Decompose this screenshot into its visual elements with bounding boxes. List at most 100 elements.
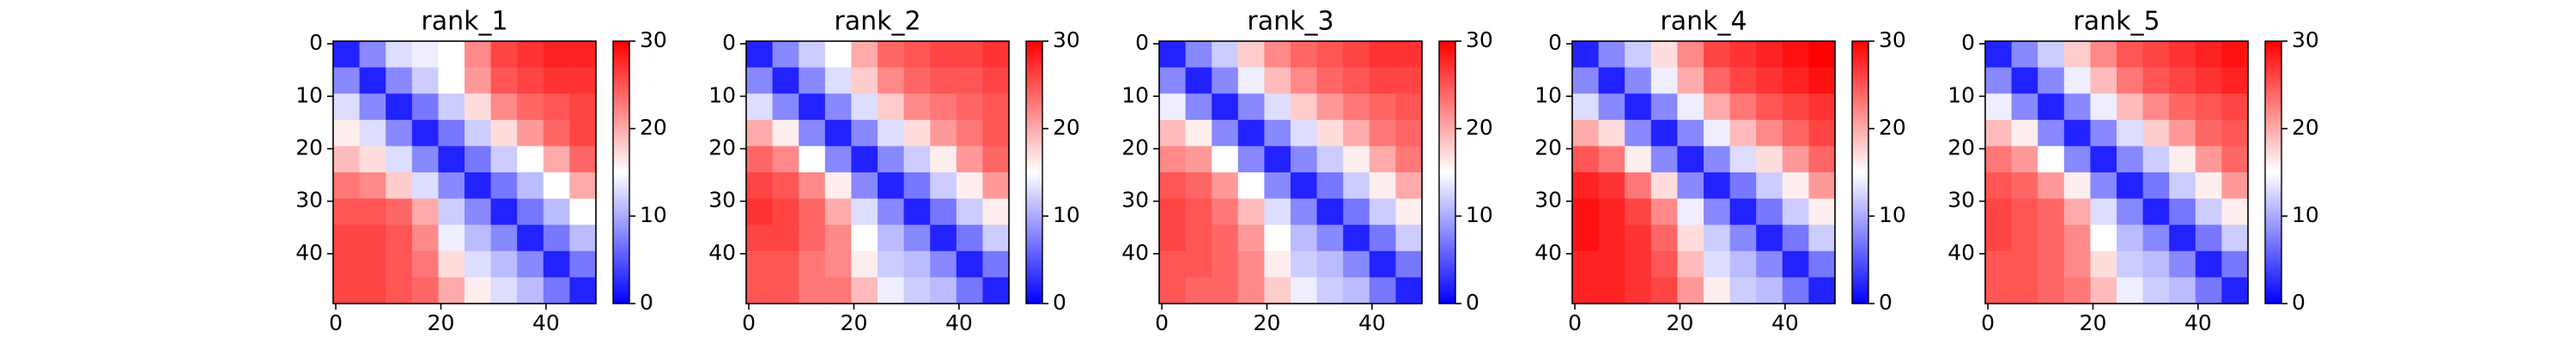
heatmap-cell <box>333 93 361 121</box>
heatmap-cell <box>1650 41 1678 69</box>
heatmap-cell <box>1650 198 1678 226</box>
heatmap-cell <box>1212 93 1239 121</box>
heatmap-cell <box>1782 41 1809 69</box>
heatmap-cell <box>517 146 544 173</box>
heatmap-cell <box>386 277 413 304</box>
heatmap-cell <box>1985 172 2013 200</box>
heatmap-cell <box>2195 172 2222 200</box>
y-tick-label: 10 <box>708 82 736 107</box>
heatmap-cell <box>1316 225 1344 252</box>
heatmap-cell <box>1369 250 1396 278</box>
y-tick-label: 40 <box>1121 240 1149 265</box>
heatmap-cell <box>438 250 465 278</box>
heatmap-cell <box>1756 93 1783 121</box>
heatmap-cell <box>333 119 361 147</box>
heatmap-cell <box>2038 119 2065 147</box>
heatmap-cell <box>490 146 518 173</box>
heatmap-cell <box>851 250 878 278</box>
heatmap-cell <box>2117 172 2144 200</box>
heatmap-cell <box>1782 250 1809 278</box>
heatmap-cell <box>878 225 905 252</box>
heatmap-cell <box>772 172 799 200</box>
heatmap-cell <box>851 225 878 252</box>
y-tick-label: 0 <box>309 30 323 55</box>
heatmap-cell <box>1316 93 1344 121</box>
heatmap-cell <box>465 172 492 200</box>
heatmap-cell <box>2221 250 2249 278</box>
colorbar-tick-label: 30 <box>1053 27 1080 52</box>
heatmap-cell <box>1704 67 1731 94</box>
heatmap-cell <box>982 146 1010 173</box>
heatmap-cell <box>1395 250 1423 278</box>
heatmap-cell <box>438 93 465 121</box>
heatmap-cell <box>490 93 518 121</box>
heatmap-cell <box>2011 93 2038 121</box>
y-tick-label: 20 <box>708 135 736 159</box>
heatmap-cell <box>2195 146 2222 173</box>
y-tick-label: 10 <box>1121 82 1149 107</box>
heatmap-cell <box>1264 172 1291 200</box>
heatmap-cell <box>746 41 774 69</box>
heatmap-cell <box>1704 119 1731 147</box>
heatmap-cell <box>2195 41 2222 69</box>
heatmap-cell <box>1729 41 1757 69</box>
heatmap-cell <box>411 172 439 200</box>
heatmap-cell <box>1212 198 1239 226</box>
y-tick-label: 20 <box>1121 135 1149 159</box>
y-tick-label: 0 <box>722 30 736 55</box>
axes-frame <box>745 40 1010 304</box>
heatmap-cell <box>543 93 570 121</box>
heatmap-cell <box>878 41 905 69</box>
chart-title: rank_1 <box>421 7 507 37</box>
heatmap-cell <box>359 172 386 200</box>
heatmap-cell <box>930 277 957 304</box>
heatmap-cell <box>746 225 774 252</box>
heatmap-cell <box>1395 67 1423 94</box>
heatmap-cell <box>851 93 878 121</box>
heatmap-cell <box>1808 41 1836 69</box>
heatmap-cell <box>1572 198 1600 226</box>
heatmap-cell <box>1650 250 1678 278</box>
heatmap-cell <box>1343 67 1370 94</box>
heatmap-cell <box>1343 172 1370 200</box>
heatmap-cell <box>1343 277 1370 304</box>
heatmap-cell <box>1343 250 1370 278</box>
heatmap-cell <box>2063 225 2091 252</box>
heatmap-cell <box>878 119 905 147</box>
heatmap-cell <box>2142 172 2170 200</box>
heatmap-cell <box>2038 41 2065 69</box>
heatmap-cell <box>465 250 492 278</box>
heatmap-cell <box>465 119 492 147</box>
heatmap-cell <box>2195 198 2222 226</box>
heatmap-cell <box>1212 225 1239 252</box>
heatmap-cell <box>333 225 361 252</box>
heatmap-cell <box>746 119 774 147</box>
heatmap-cell <box>1212 250 1239 278</box>
heatmap-cell <box>2063 172 2091 200</box>
heatmap-cell <box>2142 67 2170 94</box>
colorbar-tick-label: 10 <box>640 202 667 227</box>
heatmap-cell <box>1729 277 1757 304</box>
heatmap-cell <box>1756 225 1783 252</box>
heatmap-cell <box>1598 146 1625 173</box>
heatmap-cell <box>359 93 386 121</box>
heatmap-cell <box>411 277 439 304</box>
heatmap-cell <box>1237 172 1265 200</box>
heatmap-cell <box>569 67 597 94</box>
heatmap-cell <box>411 93 439 121</box>
heatmap-cell <box>1650 277 1678 304</box>
heatmap-cell <box>386 119 413 147</box>
heatmap-cell <box>956 225 983 252</box>
heatmap-cell <box>1677 198 1704 226</box>
heatmap-cell <box>1291 172 1318 200</box>
colorbar <box>1025 40 1043 304</box>
colorbar-tick-label: 20 <box>1879 115 1906 140</box>
heatmap-cell <box>543 41 570 69</box>
heatmap-cell <box>1185 67 1212 94</box>
heatmap-cell <box>930 225 957 252</box>
heatmap-cell <box>851 41 878 69</box>
heatmap-cell <box>1704 146 1731 173</box>
heatmap-cell <box>386 225 413 252</box>
y-tick-label: 40 <box>295 240 323 265</box>
heatmap-cell <box>1237 277 1265 304</box>
